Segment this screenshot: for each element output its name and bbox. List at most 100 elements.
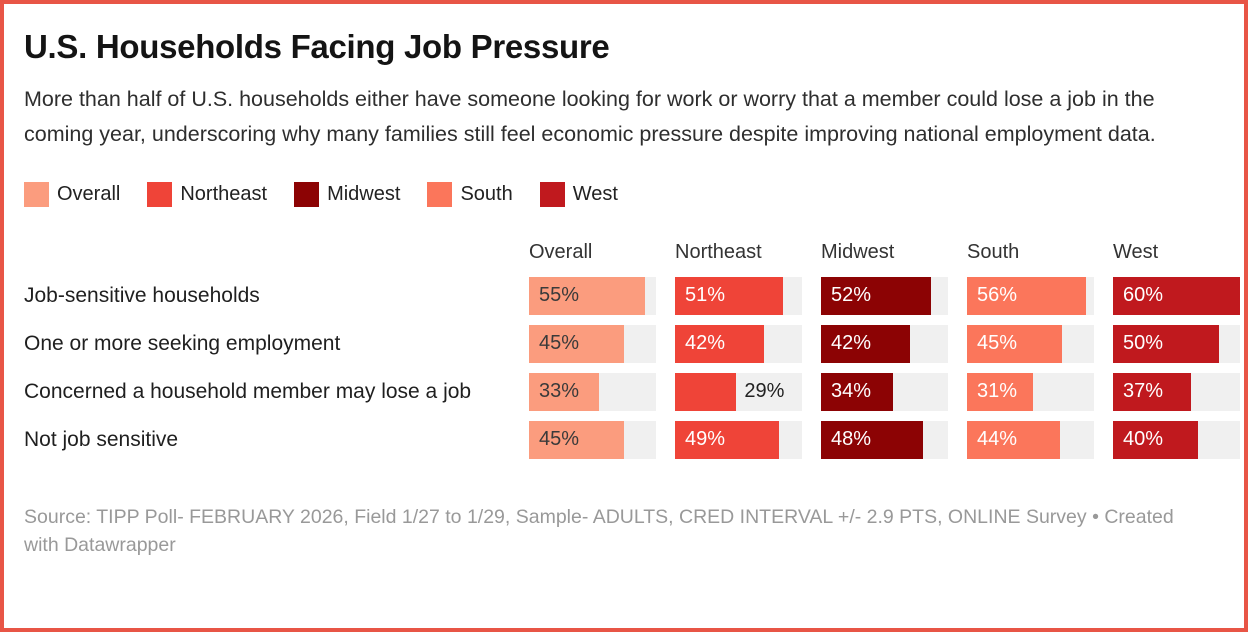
bar-cell: 44%: [967, 420, 1094, 459]
bar-fill: 34%: [821, 372, 893, 411]
legend-swatch-icon: [294, 181, 320, 207]
bar-value: 48%: [831, 428, 872, 451]
footer-separator: •: [1086, 505, 1105, 528]
bar-value: 33%: [539, 380, 580, 403]
bar-value: 44%: [977, 428, 1018, 451]
bar-fill: 37%: [1113, 372, 1192, 411]
bar-cell: 56%: [967, 276, 1094, 315]
bar-fill: 50%: [1113, 324, 1219, 363]
bar-cell: 45%: [529, 324, 656, 363]
bar-fill: 44%: [967, 420, 1061, 459]
bar-track: 48%: [821, 420, 948, 459]
bar-track: 31%: [967, 372, 1094, 411]
bar-cell: 52%: [821, 276, 948, 315]
bar-cell: 33%: [529, 372, 656, 411]
bar-fill: 48%: [821, 420, 923, 459]
bar-track: 50%: [1113, 324, 1240, 363]
row-label: Not job sensitive: [24, 427, 179, 451]
bar-cell: 42%: [675, 324, 802, 363]
bar-track: 40%: [1113, 420, 1240, 459]
legend-label: Northeast: [180, 182, 268, 205]
bar-value: 31%: [977, 380, 1018, 403]
bar-cell: 60%: [1113, 276, 1240, 315]
bar-cell: 45%: [529, 420, 656, 459]
legend-label: South: [460, 182, 513, 205]
column-header-northeast: Northeast: [675, 240, 762, 263]
column-header-overall: Overall: [529, 240, 593, 263]
bar-cell: 37%: [1113, 372, 1240, 411]
bar-fill: 60%: [1113, 276, 1240, 315]
bar-value: 56%: [977, 284, 1018, 307]
bar-value: 42%: [685, 332, 726, 355]
legend-item-northeast: Northeast: [147, 181, 268, 207]
legend-swatch-icon: [427, 181, 453, 207]
footer: Source: TIPP Poll- FEBRUARY 2026, Field …: [24, 503, 1194, 559]
legend-label: West: [572, 182, 618, 205]
bar-value: 45%: [539, 428, 580, 451]
bar-table: Overall Northeast Midwest South West Job-sens…: [24, 240, 1240, 459]
column-header-midwest: Midwest: [821, 240, 895, 263]
bar-cell: 49%: [675, 420, 802, 459]
bar-value: 50%: [1123, 332, 1164, 355]
bar-fill: 33%: [529, 372, 599, 411]
legend-item-south: South: [427, 181, 513, 207]
row-label: Concerned a household member may lose a …: [24, 379, 472, 403]
bar-value: 45%: [539, 332, 580, 355]
bar-track: 49%: [675, 420, 802, 459]
bar-fill: 49%: [675, 420, 779, 459]
bar-cell: 42%: [821, 324, 948, 363]
bar-track: 60%: [1113, 276, 1240, 315]
bar-cell: 40%: [1113, 420, 1240, 459]
legend-item-west: West: [539, 181, 618, 207]
bar-fill: 52%: [821, 276, 932, 315]
column-header-south: South: [967, 240, 1020, 263]
bar-fill: 55%: [529, 276, 646, 315]
bar-fill: 42%: [675, 324, 764, 363]
bar-value: 51%: [685, 284, 726, 307]
bar-value: 60%: [1123, 284, 1164, 307]
bar-value: 34%: [831, 380, 872, 403]
bar-fill: 31%: [967, 372, 1033, 411]
bar-track: 29%: [675, 372, 802, 411]
row-label: One or more seeking employment: [24, 331, 341, 355]
bar-track: 33%: [529, 372, 656, 411]
bar-fill: 45%: [967, 324, 1063, 363]
chart-description: More than half of U.S. households either…: [24, 86, 1156, 146]
bar-fill: 40%: [1113, 420, 1198, 459]
bar-track: 52%: [821, 276, 948, 315]
bar-cell: 31%: [967, 372, 1094, 411]
bar-track: 51%: [675, 276, 802, 315]
bar-value: 55%: [539, 284, 580, 307]
legend-swatch-icon: [147, 181, 173, 207]
legend-item-midwest: Midwest: [294, 181, 401, 207]
bar-fill: 51%: [675, 276, 783, 315]
bar-value: 29%: [744, 380, 785, 403]
bar-track: 42%: [675, 324, 802, 363]
legend-label: Overall: [57, 182, 121, 205]
bar-fill: [675, 372, 737, 411]
bar-fill: 42%: [821, 324, 910, 363]
bar-track: 45%: [529, 420, 656, 459]
row-label: Job-sensitive households: [24, 283, 260, 307]
bar-value: 49%: [685, 428, 726, 451]
bar-value: 40%: [1123, 428, 1164, 451]
bar-track: 44%: [967, 420, 1094, 459]
bar-cell: 50%: [1113, 324, 1240, 363]
column-header-west: West: [1113, 240, 1159, 263]
bar-cell: 55%: [529, 276, 656, 315]
bar-track: 45%: [529, 324, 656, 363]
bar-track: 37%: [1113, 372, 1240, 411]
legend-label: Midwest: [327, 182, 401, 205]
chart-title: U.S. Households Facing Job Pressure: [24, 28, 610, 65]
bar-cell: 45%: [967, 324, 1094, 363]
legend: Overall Northeast Midwest South West: [24, 181, 1224, 207]
bar-cell: 29%: [675, 372, 802, 411]
bar-track: 45%: [967, 324, 1094, 363]
bar-cell: 34%: [821, 372, 948, 411]
datawrapper-attribution[interactable]: Created with Datawrapper: [24, 505, 1174, 556]
bar-track: 55%: [529, 276, 656, 315]
bar-value: 45%: [977, 332, 1018, 355]
legend-swatch-icon: [24, 181, 49, 207]
bar-value: 52%: [831, 284, 872, 307]
